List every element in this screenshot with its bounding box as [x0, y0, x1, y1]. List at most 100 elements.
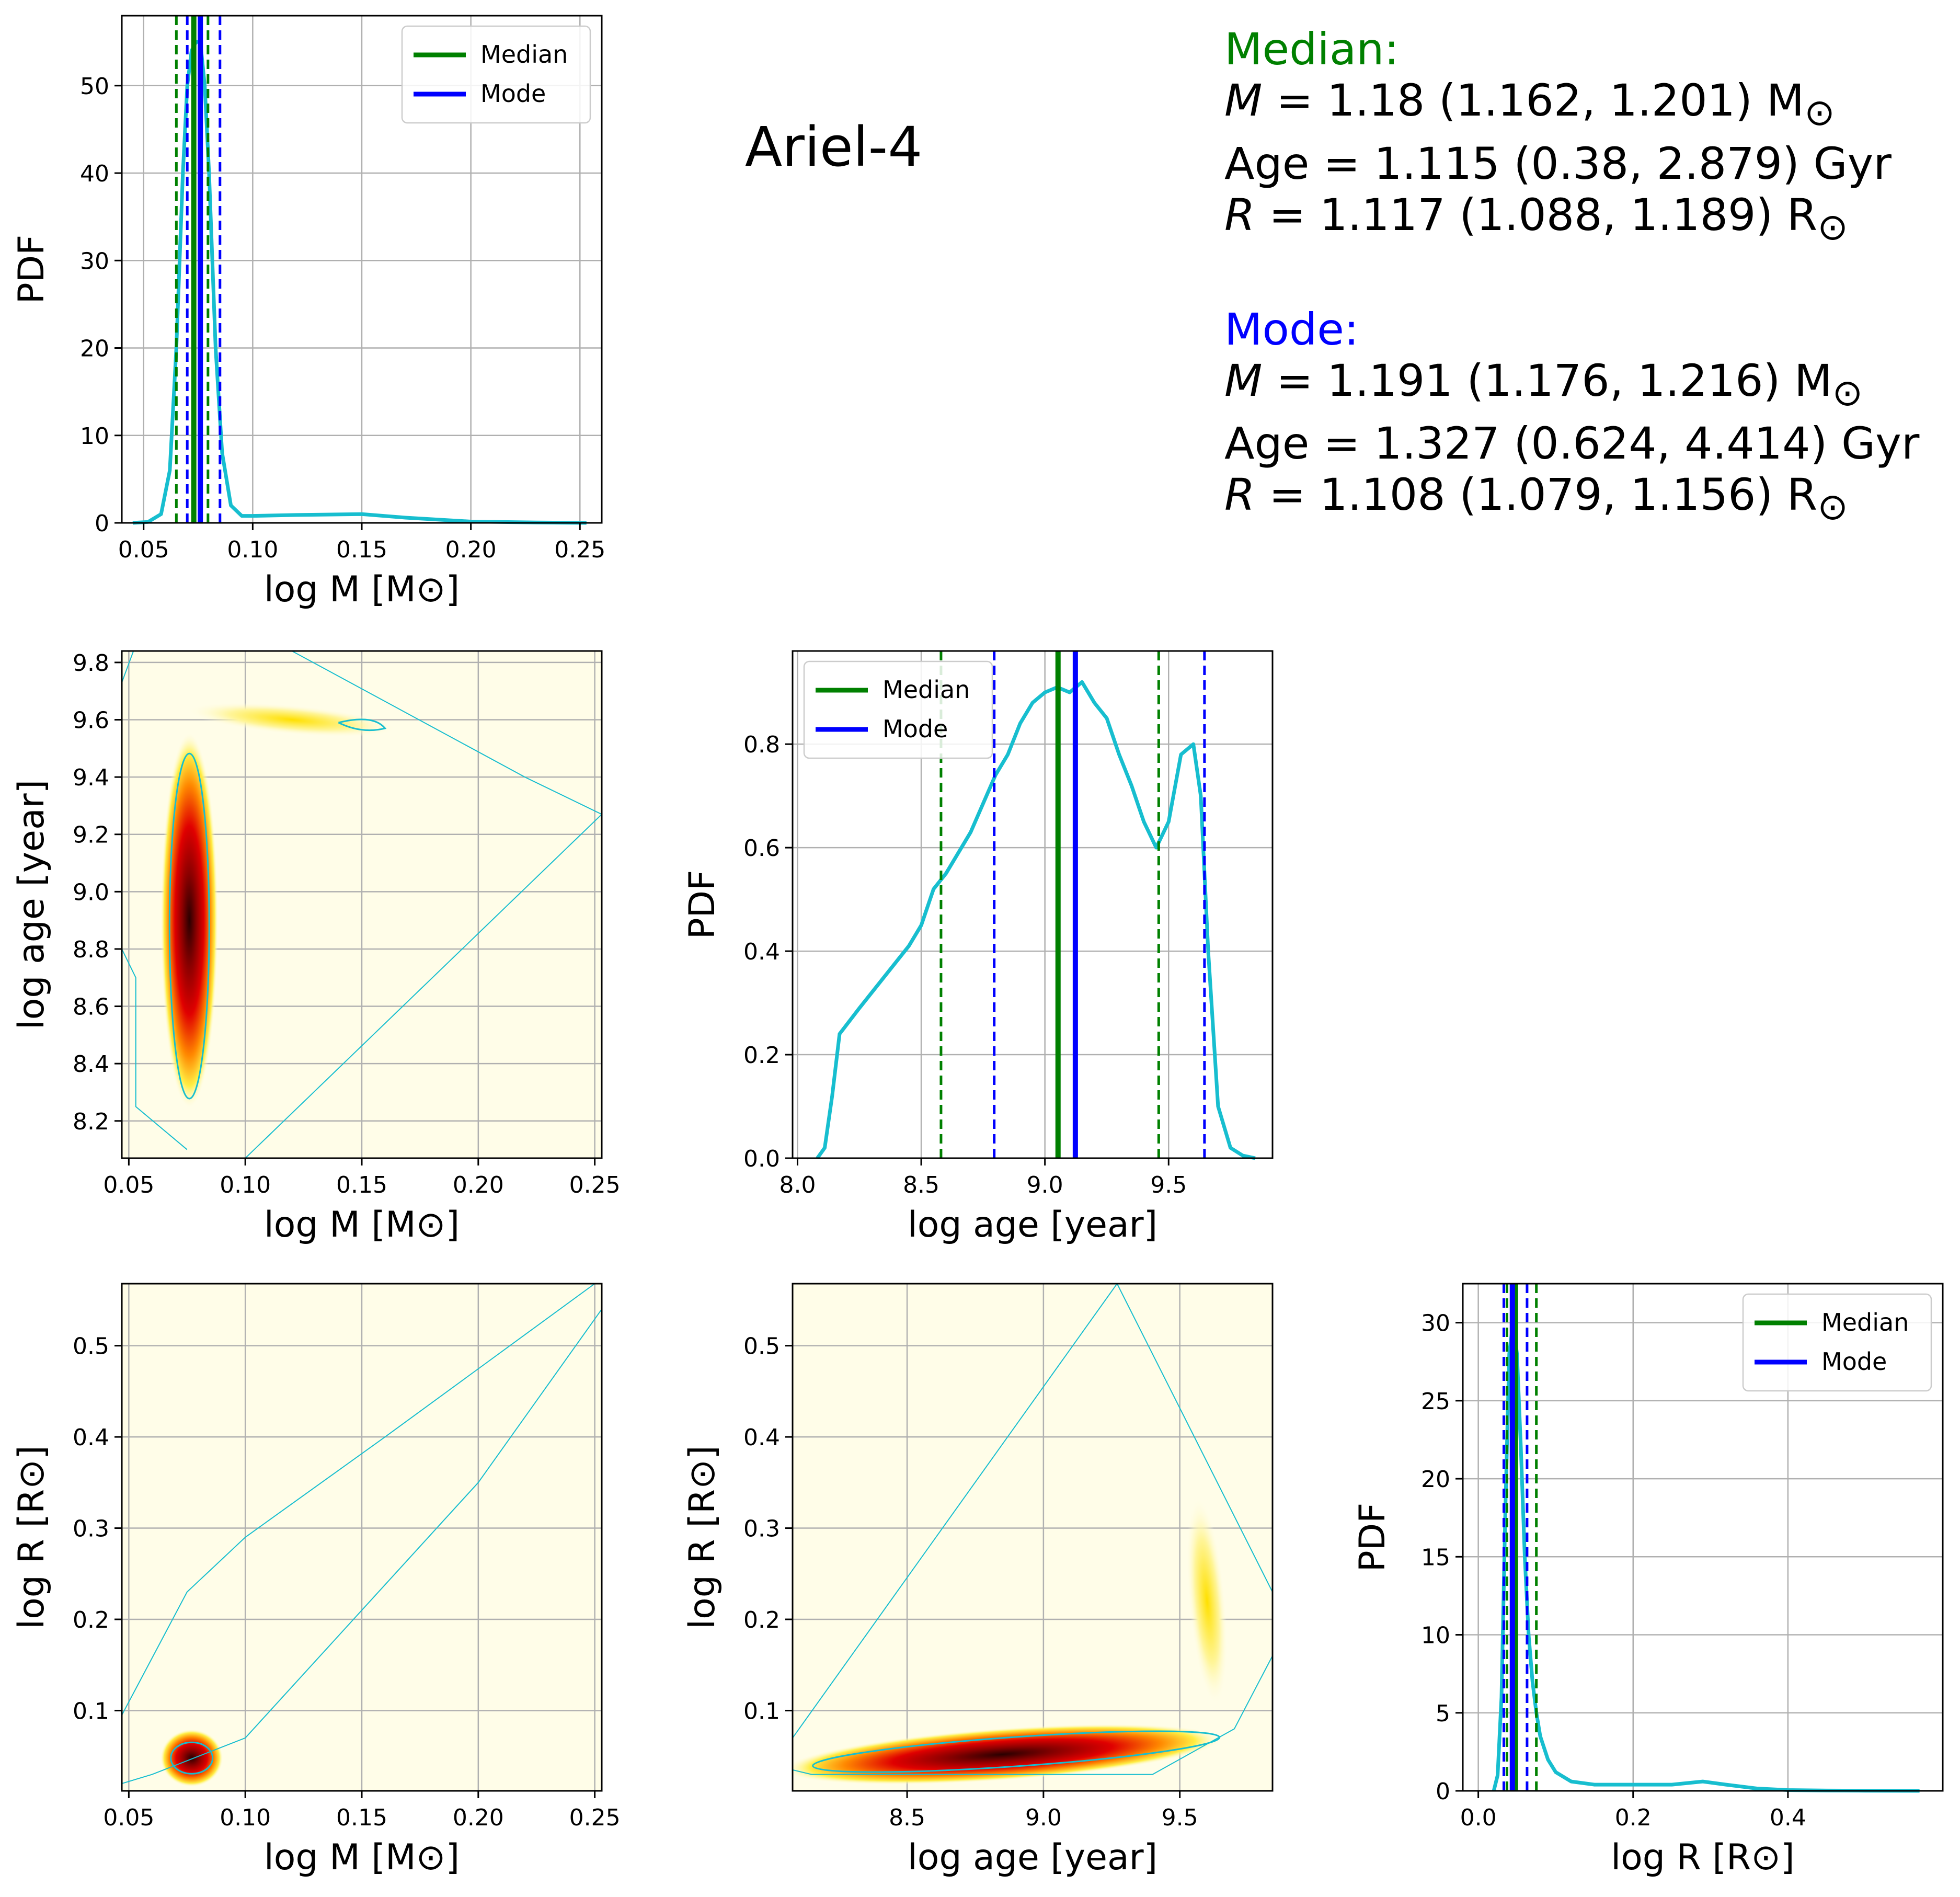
y-tick-label: 20 — [1421, 1466, 1450, 1493]
mode-radius-line: R = 1.108 (1.079, 1.156) R⊙ — [1224, 469, 1848, 529]
x-tick-label: 0.15 — [336, 1172, 387, 1198]
x-tick-label: 0.10 — [227, 536, 278, 563]
density-layer — [122, 1284, 602, 1787]
density-core — [160, 1729, 223, 1787]
x-tick-label: 0.20 — [453, 1172, 504, 1198]
y-tick-label: 10 — [80, 423, 109, 450]
contour-island — [338, 718, 387, 732]
pdf-curve — [816, 680, 1256, 1160]
density-layer — [793, 1284, 1273, 1785]
legend-label: Mode — [1821, 1347, 1887, 1376]
median-radius-line: R = 1.117 (1.088, 1.189) R⊙ — [1224, 189, 1848, 248]
y-tick-label: 0.6 — [743, 835, 780, 862]
y-tick-label: 8.6 — [73, 994, 109, 1021]
y-axis-label: log R [R⊙] — [11, 1445, 52, 1629]
median-header: Median: — [1224, 24, 1399, 75]
star-title: Ariel-4 — [745, 115, 923, 179]
x-tick-label: 0.20 — [453, 1804, 504, 1831]
y-axis-label: PDF — [1352, 1503, 1393, 1572]
axes-frame — [792, 650, 1274, 1159]
panel-age_radius_density: 8.5 9.0 9.5 0.1 0.2 0.3 0.4 0.5 log age [year] lo… — [682, 1283, 1274, 1878]
x-axis-label: log R [R⊙] — [1611, 1837, 1794, 1878]
outer-contour — [122, 651, 602, 1158]
y-tick-label: 9.0 — [73, 879, 109, 906]
density-core — [793, 1724, 1222, 1785]
x-tick-label: 0.25 — [569, 1804, 621, 1831]
y-tick-label: 0.2 — [743, 1607, 780, 1633]
mode-mass-line: M = 1.191 (1.176, 1.216) M⊙ — [1224, 355, 1863, 414]
x-tick-label: 0.25 — [569, 1172, 621, 1198]
legend-label: Median — [480, 40, 568, 68]
axes-frame — [1462, 1283, 1944, 1792]
y-tick-label: 0.0 — [743, 1146, 780, 1172]
contour-inner — [812, 1730, 1221, 1773]
legend-label: Mode — [882, 715, 948, 743]
y-tick-label: 0.4 — [73, 1424, 109, 1451]
y-tick-label: 0.4 — [743, 1424, 780, 1451]
x-tick-label: 0.0 — [1460, 1804, 1497, 1831]
panel-age_pdf: 8.0 8.5 9.0 9.5 0.0 0.2 0.4 0.6 0.8 log age [year… — [682, 650, 1274, 1245]
y-tick-label: 0 — [95, 510, 109, 537]
panel-mass_radius_density: 0.05 0.10 0.15 0.20 0.25 0.1 0.2 0.3 0.4 0.5 log M… — [11, 1283, 621, 1878]
y-tick-label: 0.2 — [743, 1042, 780, 1069]
y-tick-label: 30 — [80, 248, 109, 275]
x-tick-label: 9.0 — [1027, 1172, 1063, 1198]
contour-inner — [170, 1741, 214, 1775]
x-tick-label: 0.4 — [1770, 1804, 1806, 1831]
x-tick-label: 0.05 — [103, 1172, 154, 1198]
y-tick-label: 9.8 — [73, 650, 109, 677]
x-tick-label: 8.5 — [889, 1804, 925, 1831]
density-core — [161, 732, 219, 1109]
legend-label: Median — [882, 676, 970, 704]
y-tick-label: 0.2 — [73, 1607, 109, 1633]
x-tick-label: 8.5 — [903, 1172, 939, 1198]
y-tick-label: 0 — [1436, 1778, 1450, 1805]
x-axis-label: log M [M⊙] — [264, 1837, 460, 1878]
summary-panel: Median: M = 1.18 (1.162, 1.201) M⊙ Age =… — [1224, 24, 1919, 532]
y-tick-label: 25 — [1421, 1388, 1450, 1415]
y-tick-label: 0.3 — [743, 1516, 780, 1542]
x-tick-label: 0.05 — [118, 536, 169, 563]
outer-contour — [122, 1284, 602, 1784]
density-ridge — [188, 702, 396, 737]
y-tick-label: 9.4 — [73, 764, 109, 791]
density-hook — [1186, 1496, 1228, 1706]
y-tick-label: 5 — [1436, 1700, 1450, 1727]
panel-radius_pdf: 0.0 0.2 0.4 0 5 10 15 20 25 30 log R [R⊙] PDF Median… — [1352, 1283, 1944, 1878]
contour-inner — [168, 752, 210, 1100]
y-tick-label: 8.4 — [73, 1051, 109, 1078]
y-tick-label: 0.5 — [743, 1333, 780, 1360]
legend-box — [401, 25, 591, 124]
y-tick-label: 0.5 — [73, 1333, 109, 1360]
y-tick-label: 0.4 — [743, 939, 780, 965]
x-axis-label: log M [M⊙] — [264, 569, 460, 610]
panel-mass_age_density: 0.05 0.10 0.15 0.20 0.25 8.2 8.4 8.6 8.8 9.0 9.2 9.… — [11, 650, 621, 1245]
density-layer — [122, 651, 602, 1158]
x-tick-label: 0.15 — [336, 1804, 387, 1831]
y-axis-label: PDF — [11, 235, 52, 304]
x-tick-label: 9.5 — [1150, 1172, 1187, 1198]
x-tick-label: 8.0 — [779, 1172, 816, 1198]
median-age-line: Age = 1.115 (0.38, 2.879) Gyr — [1224, 138, 1892, 189]
x-tick-label: 0.25 — [554, 536, 605, 563]
axes-frame — [792, 1283, 1274, 1792]
x-tick-label: 9.5 — [1162, 1804, 1198, 1831]
x-tick-label: 0.20 — [445, 536, 497, 563]
y-tick-label: 0.8 — [743, 732, 780, 758]
mode-age-line: Age = 1.327 (0.624, 4.414) Gyr — [1224, 418, 1920, 470]
y-tick-label: 50 — [80, 73, 109, 100]
x-axis-label: log age [year] — [908, 1204, 1157, 1245]
x-axis-label: log M [M⊙] — [264, 1204, 460, 1245]
y-tick-label: 15 — [1421, 1544, 1450, 1571]
panel-mass_pdf: 0.05 0.10 0.15 0.20 0.25 0 10 20 30 40 50 log M [M⊙… — [11, 15, 605, 610]
mode-header: Mode: — [1224, 303, 1359, 355]
legend-label: Mode — [480, 79, 546, 108]
x-tick-label: 0.10 — [220, 1804, 271, 1831]
y-tick-label: 9.6 — [73, 707, 109, 734]
outer-contour — [793, 1284, 1273, 1775]
y-tick-label: 0.1 — [73, 1698, 109, 1724]
y-tick-label: 0.1 — [743, 1698, 780, 1724]
pdf-curve — [132, 40, 587, 525]
y-axis-label: log R [R⊙] — [682, 1445, 723, 1629]
